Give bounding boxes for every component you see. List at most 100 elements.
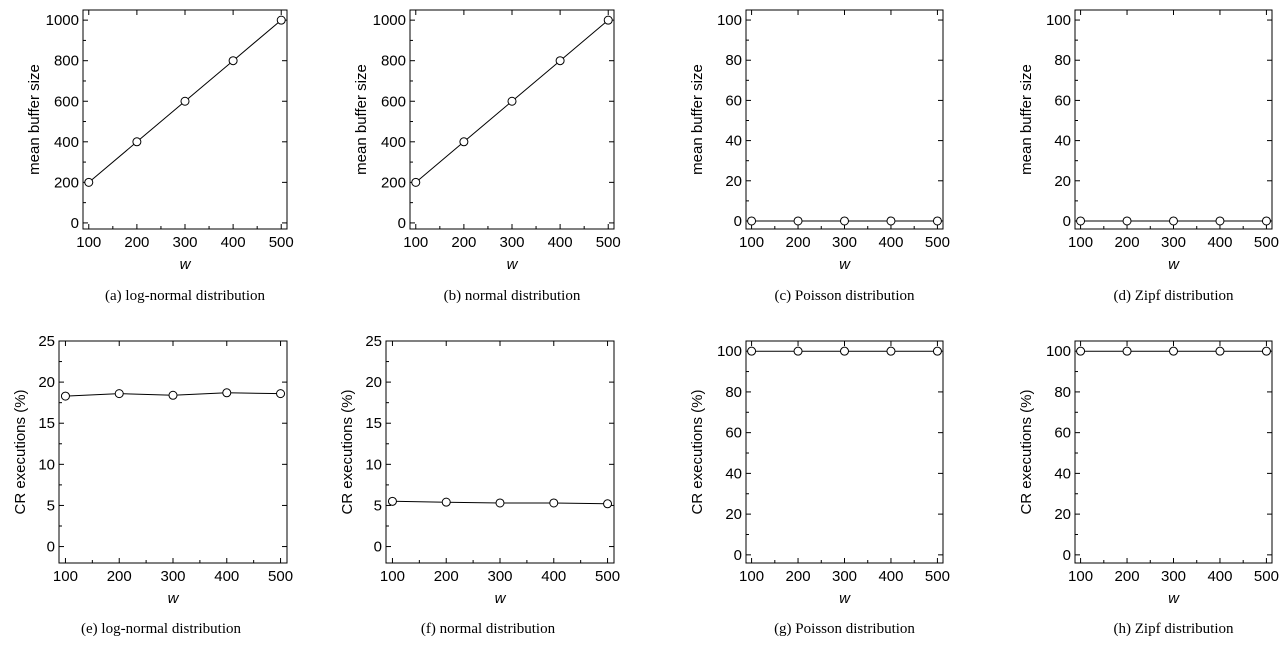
data-point xyxy=(840,216,849,226)
data-point xyxy=(228,56,238,66)
x-tick-label: 400 xyxy=(214,568,239,585)
chart-panel-g: 100 200 300 400 500 0 20 40 60 80 100 w CR execution… xyxy=(689,340,950,637)
data-point xyxy=(747,216,757,226)
subfigure-caption: (c) Poisson distribution xyxy=(774,288,915,304)
data-point xyxy=(1122,346,1132,356)
data-point xyxy=(411,177,421,187)
subfigure-caption: (a) log-normal distribution xyxy=(105,288,265,304)
x-tick-label: 400 xyxy=(1207,234,1232,251)
y-axis-label: mean buffer size xyxy=(689,64,706,175)
chart-panel-h: 100 200 300 400 500 0 20 40 60 80 100 w CR execution… xyxy=(1018,340,1279,637)
data-point xyxy=(1122,216,1132,226)
data-point xyxy=(114,389,124,399)
y-tick-label: 0 xyxy=(374,539,382,556)
chart-panel-f: 100 200 300 400 500 0 5 10 15 20 25 w CR executions … xyxy=(339,333,620,637)
x-tick-label: 300 xyxy=(832,234,857,251)
chart-panel-c: 100 200 300 400 500 0 20 40 60 80 100 w mean buffer … xyxy=(689,9,950,304)
data-point xyxy=(886,216,896,226)
y-tick-label: 25 xyxy=(365,333,382,350)
data-point xyxy=(886,346,896,356)
y-tick-label: 80 xyxy=(1054,384,1071,401)
data-point xyxy=(603,499,613,509)
data-point xyxy=(180,96,190,106)
x-tick-label: 200 xyxy=(786,234,811,251)
x-axis-label: w xyxy=(1168,590,1180,607)
subfigure-caption: (g) Poisson distribution xyxy=(774,621,915,637)
x-tick-label: 400 xyxy=(548,234,573,251)
y-tick-label: 400 xyxy=(381,134,406,151)
x-tick-label: 500 xyxy=(596,234,621,251)
y-tick-label: 1000 xyxy=(46,12,79,29)
y-tick-label: 15 xyxy=(365,415,382,432)
y-axis-label: mean buffer size xyxy=(353,64,370,175)
chart-panel-b: 100 200 300 400 500 0 200 400 600 800 1000 w mean bu… xyxy=(353,9,621,304)
data-point xyxy=(932,216,942,226)
chart-panel-e: 100 200 300 400 500 0 5 10 15 20 25 w CR executions … xyxy=(12,333,293,637)
x-tick-label: 100 xyxy=(76,234,101,251)
y-tick-label: 80 xyxy=(725,52,742,69)
x-tick-label: 300 xyxy=(160,568,185,585)
y-tick-label: 40 xyxy=(1054,133,1071,150)
x-tick-label: 300 xyxy=(172,234,197,251)
y-tick-label: 60 xyxy=(725,92,742,109)
data-point xyxy=(1169,346,1178,356)
subfigure-caption: (h) Zipf distribution xyxy=(1114,621,1234,637)
x-tick-label: 100 xyxy=(739,234,764,251)
x-tick-label: 100 xyxy=(380,568,405,585)
data-point xyxy=(276,389,286,399)
data-point xyxy=(793,346,803,356)
data-point xyxy=(60,391,70,401)
y-tick-label: 0 xyxy=(1063,547,1071,564)
y-axis-label: mean buffer size xyxy=(1018,64,1035,175)
y-tick-label: 20 xyxy=(1054,506,1071,523)
x-tick-label: 200 xyxy=(786,568,811,585)
x-tick-label: 500 xyxy=(925,234,950,251)
y-tick-label: 40 xyxy=(1054,465,1071,482)
x-tick-label: 500 xyxy=(925,568,950,585)
data-point xyxy=(549,498,559,508)
data-point xyxy=(507,96,517,106)
y-tick-label: 0 xyxy=(398,215,406,232)
y-tick-label: 200 xyxy=(381,174,406,191)
y-axis-label: CR executions (%) xyxy=(689,389,706,514)
y-tick-label: 20 xyxy=(365,374,382,391)
chart-panel-d: 100 200 300 400 500 0 20 40 60 80 100 w mean buffer … xyxy=(1018,9,1279,304)
data-point xyxy=(84,177,94,187)
y-tick-label: 5 xyxy=(374,497,382,514)
y-tick-label: 600 xyxy=(381,93,406,110)
y-tick-label: 60 xyxy=(1054,92,1071,109)
y-tick-label: 20 xyxy=(1054,173,1071,190)
plot-frame xyxy=(82,9,288,230)
subfigure-caption: (b) normal distribution xyxy=(444,288,581,304)
plot-frame xyxy=(409,9,615,230)
y-tick-label: 5 xyxy=(47,497,55,514)
y-tick-label: 40 xyxy=(725,465,742,482)
x-tick-label: 200 xyxy=(451,234,476,251)
plot-frame xyxy=(385,340,615,564)
data-point xyxy=(132,137,142,147)
y-tick-label: 20 xyxy=(38,374,55,391)
data-point xyxy=(1215,216,1225,226)
data-point xyxy=(1261,216,1271,226)
data-point xyxy=(1261,346,1271,356)
x-tick-label: 300 xyxy=(499,234,524,251)
y-tick-label: 0 xyxy=(71,215,79,232)
x-tick-label: 400 xyxy=(221,234,246,251)
y-tick-label: 0 xyxy=(734,547,742,564)
x-axis-label: w xyxy=(839,590,851,607)
data-point xyxy=(603,15,613,25)
x-tick-label: 500 xyxy=(269,234,294,251)
x-tick-label: 200 xyxy=(107,568,132,585)
x-axis-label: w xyxy=(839,256,851,273)
data-point xyxy=(1076,216,1086,226)
x-tick-label: 300 xyxy=(832,568,857,585)
data-point xyxy=(555,56,565,66)
plot-frame xyxy=(1074,9,1273,230)
subfigure-caption: (e) log-normal distribution xyxy=(81,621,241,637)
x-tick-label: 100 xyxy=(403,234,428,251)
x-tick-label: 100 xyxy=(1068,568,1093,585)
y-tick-label: 80 xyxy=(1054,52,1071,69)
x-axis-label: w xyxy=(495,590,507,607)
y-tick-label: 0 xyxy=(734,213,742,230)
data-point xyxy=(168,390,178,400)
